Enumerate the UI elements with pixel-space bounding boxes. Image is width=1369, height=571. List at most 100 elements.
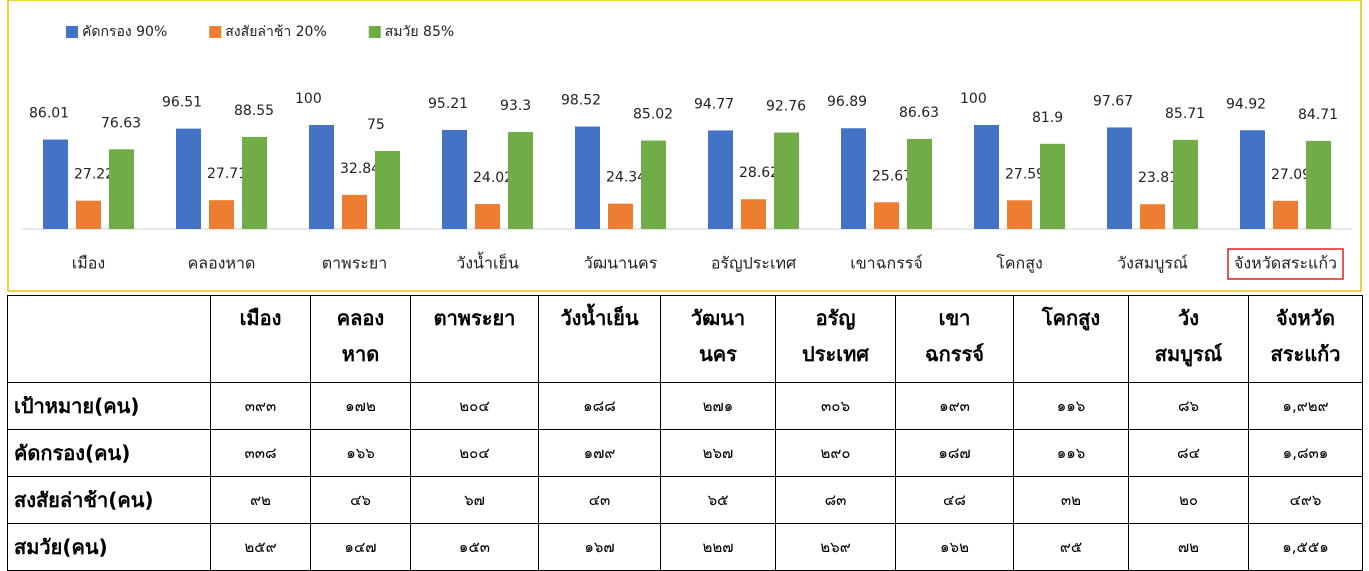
header-cell: ตาพระยา — [410, 295, 539, 383]
table-cell: ๖๕ — [660, 476, 776, 524]
table-cell: ๑,๙๒๙ — [1248, 382, 1363, 430]
row-label: เป้าหมาย(คน) — [7, 382, 211, 430]
header-line: อรัญ — [815, 306, 856, 330]
row-label: สงสัยล่าช้า(คน) — [7, 476, 211, 524]
x-tick-label: เมือง — [72, 254, 105, 273]
table-cell: ๑๖๖ — [310, 429, 411, 477]
bar — [1140, 204, 1165, 229]
table-cell: ๔๓ — [538, 476, 661, 524]
legend-label: สงสัยล่าช้า 20% — [225, 24, 327, 40]
value-label: 95.21 — [428, 96, 468, 112]
table-cell: ๒๖๗ — [660, 429, 776, 477]
value-label: 94.92 — [1226, 96, 1266, 112]
bar — [43, 139, 68, 229]
bar — [342, 194, 367, 229]
x-tick-label: จังหวัดสระแก้ว — [1234, 254, 1337, 273]
bar — [974, 125, 999, 229]
legend-label: สมวัย 85% — [385, 24, 454, 40]
value-label: 24.34 — [606, 170, 646, 186]
header-line: เขา — [938, 306, 971, 330]
bar — [209, 200, 234, 229]
table-cell: ๓๒ — [1013, 476, 1129, 524]
value-label: 85.71 — [1165, 106, 1205, 122]
header-cell: คลอง หาด — [310, 295, 411, 383]
table-cell: ๘๔ — [1128, 429, 1249, 477]
value-label: 94.77 — [694, 96, 734, 112]
bar — [1007, 200, 1032, 229]
value-label: 27.59 — [1005, 166, 1045, 182]
value-label: 86.63 — [899, 105, 939, 121]
header-cell: วัฒนา นคร — [660, 295, 776, 383]
header-line: วัง — [1178, 306, 1199, 330]
bar — [1107, 127, 1132, 229]
row-label: สมวัย(คน) — [7, 523, 211, 571]
value-label: 76.63 — [101, 115, 141, 131]
table-cell: ๑๘๗ — [895, 429, 1014, 477]
table-cell: ๑๗๙ — [538, 429, 661, 477]
value-label: 86.01 — [29, 106, 69, 122]
value-label: 32.84 — [340, 161, 380, 177]
legend-swatch — [209, 26, 222, 38]
bar — [109, 149, 134, 229]
header-line: จังหวัด — [1276, 306, 1335, 330]
value-label: 27.09 — [1271, 167, 1311, 183]
bar — [508, 131, 533, 229]
table-cell: ๖๗ — [410, 476, 539, 524]
header-line: ฉกรรจ์ — [925, 342, 984, 366]
x-tick-label: วังสมบูรณ์ — [1117, 254, 1188, 274]
bar — [442, 129, 467, 229]
header-cell: เมือง — [210, 295, 311, 383]
table-cell: ๑๑๖ — [1013, 382, 1129, 430]
header-line: วัฒนา — [690, 306, 746, 330]
x-tick-label: อรัญประเทศ — [711, 254, 796, 273]
table-cell: ๙๕ — [1013, 523, 1129, 571]
table-cell: ๑๗๒ — [310, 382, 411, 430]
bar — [1240, 130, 1265, 229]
value-label: 97.67 — [1093, 93, 1133, 109]
table-body: เป้าหมาย(คน) ๓๙๓ ๑๗๒ ๒๐๔ ๑๘๘ ๒๗๑ ๓๐๖ ๑๙๓ ๑๑๖ ๘๖ ๑,… — [7, 382, 1363, 571]
value-label: 75 — [367, 117, 385, 133]
value-label: 96.89 — [827, 94, 867, 110]
x-tick-label: โคกสูง — [996, 254, 1043, 274]
x-tick-label: ตาพระยา — [322, 254, 387, 273]
header-cell: วัง สมบูรณ์ — [1128, 295, 1249, 383]
header-line: โคกสูง — [1041, 306, 1101, 330]
table-row: คัดกรอง(คน) ๓๓๘ ๑๖๖ ๒๐๔ ๑๗๙ ๒๖๗ ๒๙๐ ๑๘๗ ๑๑๖ ๘๔ ๑,๘… — [7, 429, 1363, 477]
table-row: สงสัยล่าช้า(คน) ๙๒ ๔๖ ๖๗ ๔๓ ๖๕ ๘๓ ๔๘ ๓๒ ๒๐ ๔๙๖ — [7, 476, 1363, 524]
bar — [309, 125, 334, 229]
table-cell: ๒๙๐ — [775, 429, 896, 477]
table-cell: ๑๖๗ — [538, 523, 661, 571]
bar — [375, 151, 400, 229]
header-cell: อรัญ ประเทศ — [775, 295, 896, 383]
value-label: 81.9 — [1032, 110, 1063, 126]
value-label: 27.22 — [74, 167, 114, 183]
value-label: 25.67 — [872, 168, 912, 184]
value-label: 100 — [960, 91, 987, 107]
header-cell: เขาฉกรรจ์ — [895, 295, 1014, 383]
value-label: 88.55 — [234, 103, 274, 119]
table-cell: ๓๐๖ — [775, 382, 896, 430]
table-cell: ๒๐ — [1128, 476, 1249, 524]
table-cell: ๑,๕๕๑ — [1248, 523, 1363, 571]
header-cell: จังหวัดสระแก้ว — [1248, 295, 1363, 383]
table-cell: ๗๒ — [1128, 523, 1249, 571]
corner-cell — [7, 295, 211, 383]
value-label: 24.02 — [473, 170, 513, 186]
data-table: เมือง คลอง หาด ตาพระยา วังน้ำเย็น วัฒนา นคร อรั… — [7, 295, 1363, 571]
table-cell: ๒๐๔ — [410, 429, 539, 477]
value-label: 96.51 — [162, 95, 202, 111]
value-label: 27.71 — [207, 166, 247, 182]
bar — [774, 132, 799, 229]
row-label: คัดกรอง(คน) — [7, 429, 211, 477]
table-cell: ๑๙๓ — [895, 382, 1014, 430]
bar — [907, 138, 932, 229]
x-tick-label: วังน้ำเย็น — [456, 252, 519, 273]
bar — [1306, 140, 1331, 229]
bar — [608, 203, 633, 229]
table-cell: ๓๙๓ — [210, 382, 311, 430]
value-label: 84.71 — [1298, 107, 1338, 123]
highlight-box — [1227, 248, 1344, 280]
header-line: สระแก้ว — [1270, 342, 1341, 366]
x-tick-label: วัฒนานคร — [584, 254, 658, 273]
